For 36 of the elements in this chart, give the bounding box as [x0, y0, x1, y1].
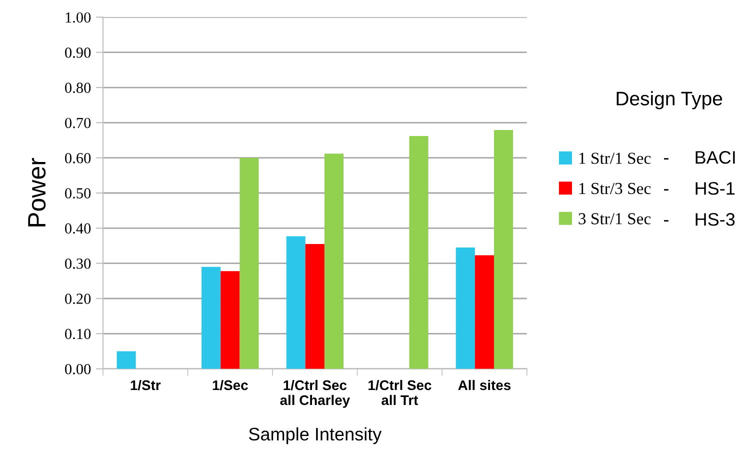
x-tick-label: 1/Sec: [212, 380, 248, 390]
y-tick-label: 0.70: [65, 118, 91, 128]
bar: [474, 255, 494, 369]
y-tick-label: 0.40: [65, 223, 91, 234]
legend-label: 3 Str/1 Sec: [578, 213, 651, 224]
bar: [286, 236, 306, 369]
y-tick-label: 0.80: [65, 82, 91, 94]
y-tick-label: 0.60: [65, 152, 91, 164]
text: - HS-3: [664, 213, 735, 226]
bar: [324, 154, 344, 369]
text: - HS-1: [664, 182, 735, 195]
x-tick-label: 1/Ctrl Sec all Trt: [368, 380, 432, 406]
y-axis-title: Power: [28, 158, 46, 226]
bar: [240, 158, 259, 369]
bar: [220, 271, 240, 369]
x-tick-label: 1/Str: [130, 380, 161, 390]
bar: [494, 130, 514, 369]
legend-label: 1 Str/1 Sec: [579, 152, 651, 164]
x-tick-label: 1/Ctrl Sec all Charley: [280, 380, 350, 408]
bar: [456, 248, 475, 369]
y-tick-label: 0.30: [65, 258, 91, 269]
bar: [116, 351, 136, 369]
legend-title: Design Type: [616, 91, 722, 110]
bar: [409, 136, 428, 369]
y-tick-label: 0.00: [65, 364, 91, 374]
text: - BACI: [664, 151, 735, 164]
bar: [305, 244, 324, 369]
bar: [202, 266, 221, 369]
y-tick-label: 1.00: [66, 12, 91, 23]
y-tick-label: 0.50: [65, 188, 91, 199]
y-tick-label: 0.20: [65, 294, 91, 304]
y-tick-label: 0.10: [65, 328, 91, 340]
x-tick-label: All sites: [458, 380, 511, 390]
legend-label: 1 Str/3 Sec: [579, 182, 651, 194]
x-axis-title: Sample Intensity: [249, 427, 382, 444]
y-tick-label: 0.90: [65, 47, 91, 58]
